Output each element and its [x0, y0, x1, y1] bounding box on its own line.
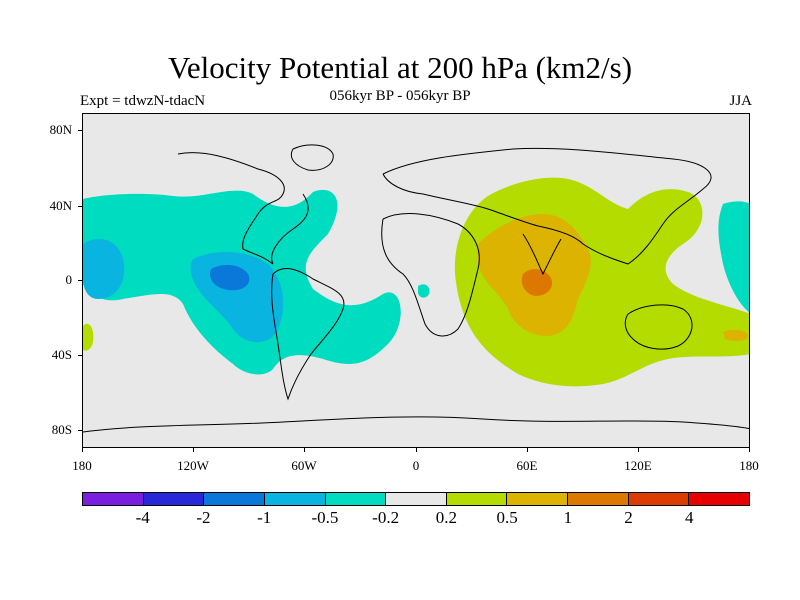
lon-tickmark [82, 448, 83, 452]
field-neg-weak-atlantic [418, 284, 430, 298]
field-pos-mid-australia [723, 329, 748, 341]
map-canvas [83, 144, 749, 433]
colorbar-swatch [568, 493, 629, 505]
season-label: JJA [729, 93, 752, 109]
lon-tickmark [193, 448, 194, 452]
field-pos-weak-east-pacific [83, 323, 94, 351]
colorbar-label: -2 [196, 508, 211, 527]
field-neg-strong-center [209, 264, 250, 291]
colorbar-label: 0.5 [496, 508, 518, 527]
colorbar-label: 0.2 [435, 508, 457, 527]
lat-tick-label: 40N [49, 198, 72, 213]
colorbar-swatch [143, 493, 205, 505]
coastline-eurasia [382, 147, 712, 265]
colorbar-label: 1 [563, 508, 573, 527]
field-neg-weak-eastern [718, 201, 749, 313]
coastline-south-america [271, 268, 345, 401]
colorbar-swatch [264, 493, 326, 505]
lat-tick-label: 80N [49, 122, 72, 137]
map-title: Velocity Potential at 200 hPa (km2/s) [167, 50, 633, 85]
coastline-australia [624, 304, 693, 350]
coastline-north-america [177, 152, 309, 265]
colorbar-swatch [204, 493, 265, 505]
lon-tick-label: 0 [412, 458, 420, 473]
colorbar-swatch [507, 493, 569, 505]
lon-tick-label: 120E [624, 458, 652, 473]
lat-tick-label: 0 [65, 272, 73, 287]
lat-tickmark [78, 206, 82, 207]
lat-tickmark [78, 355, 82, 356]
coastlines [83, 144, 749, 433]
colorbar [82, 492, 750, 506]
colorbar-swatch [628, 493, 690, 505]
map-subtitle: 056kyr BP - 056kyr BP [329, 88, 471, 104]
colorbar-swatch [386, 493, 447, 505]
coastline-india [522, 233, 562, 276]
colorbar-label: -1 [257, 508, 272, 527]
lat-tickmark [78, 430, 82, 431]
map-plot [82, 113, 750, 448]
colorbar-label: -4 [135, 508, 150, 527]
colorbar-swatch [446, 493, 508, 505]
lat-tickmark [78, 280, 82, 281]
lon-tick-label: 60E [516, 458, 538, 473]
lon-tickmark [749, 448, 750, 452]
lon-tick-label: 60W [291, 458, 317, 473]
colorbar-swatch [325, 493, 387, 505]
lon-tick-label: 180 [72, 458, 92, 473]
field-neg-mid-westpacific [83, 239, 125, 299]
lon-tickmark [416, 448, 417, 452]
colorbar-label: -0.2 [372, 508, 400, 527]
lat-tickmark [78, 130, 82, 131]
lon-tick-label: 180 [739, 458, 759, 473]
coastline-antarctica [83, 416, 749, 433]
lon-tickmark [638, 448, 639, 452]
colorbar-label: 2 [624, 508, 633, 527]
colorbar-label: -0.5 [311, 508, 339, 527]
field-pos-strong-arabian-sea [521, 269, 553, 296]
lon-tickmark [304, 448, 305, 452]
lon-tickmark [527, 448, 528, 452]
colorbar-swatch [83, 493, 144, 505]
colorbar-label: 4 [685, 508, 694, 527]
lon-tick-label: 120W [177, 458, 209, 473]
colorbar-swatch [689, 493, 750, 505]
experiment-label: Expt = tdwzN-tdacN [80, 93, 206, 109]
coastline-africa [381, 213, 480, 337]
coastline-greenland [290, 144, 334, 171]
lat-tick-label: 80S [51, 422, 72, 437]
lat-tick-label: 40S [51, 347, 72, 362]
